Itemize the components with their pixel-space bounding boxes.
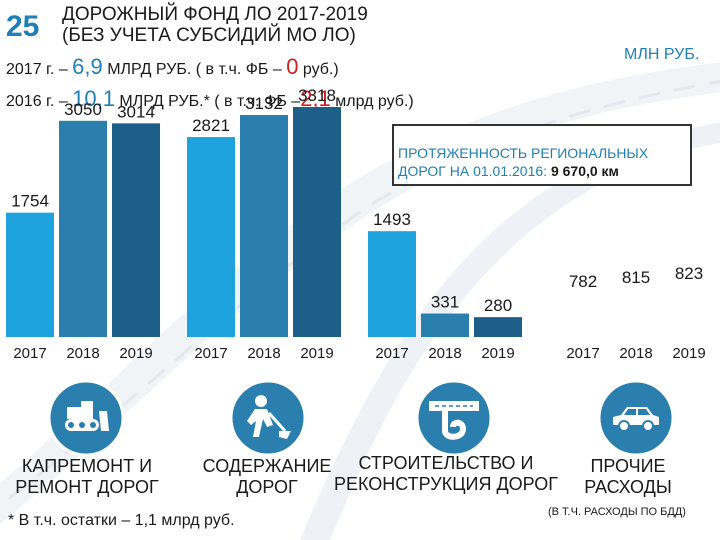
bulldozer-icon — [47, 379, 125, 457]
info-2017-mid: МЛРД РУБ. ( в т.ч. ФБ – — [102, 61, 287, 78]
sector-label-other: ПРОЧИЕ РАСХОДЫ — [570, 456, 686, 498]
year-tick-label: 2019 — [300, 345, 333, 362]
year-tick-label: 2018 — [247, 345, 280, 362]
value-label: 1754 — [11, 192, 49, 211]
year-tick-label: 2017 — [13, 345, 46, 362]
year-tick-label: 2018 — [428, 345, 461, 362]
info-2017-fb: 0 — [286, 54, 299, 79]
info-2016-fb: 2,1 — [300, 86, 331, 111]
sector-label-repair: КАПРЕМОНТ И РЕМОНТ ДОРОГ — [12, 456, 162, 498]
bar-1-2019 — [293, 107, 341, 337]
sector-label-line: КАПРЕМОНТ И — [21, 456, 153, 476]
road-interchange-icon — [415, 379, 493, 457]
info-2016-amount: 10,1 — [72, 86, 115, 111]
year-tick-label: 2017 — [566, 345, 599, 362]
value-label: 2821 — [192, 116, 230, 135]
bar-0-2019 — [112, 123, 160, 337]
title-line-2: (БЕЗ УЧЕТА СУБСИДИЙ МО ЛО) — [62, 25, 356, 46]
bar-0-2017 — [6, 212, 54, 337]
sector-label-line: РЕКОНСТРУКЦИЯ ДОРОГ — [333, 474, 559, 494]
slide-number: 25 — [6, 10, 40, 43]
callout-line-2-wrap: ДОРОГ НА 01.01.2016: 9 670,0 км — [398, 162, 686, 180]
info-2017-amount: 6,9 — [72, 54, 103, 79]
value-label: 331 — [431, 293, 459, 312]
value-label: 823 — [675, 264, 703, 283]
road-worker-icon — [229, 379, 307, 457]
callout-line-2: ДОРОГ НА 01.01.2016: — [398, 163, 548, 179]
value-label: 782 — [569, 272, 597, 291]
title-line-1: ДОРОЖНЫЙ ФОНД ЛО 2017-2019 — [62, 4, 368, 25]
info-2016: 2016 г. – 10,1 МЛРД РУБ.* ( в т.ч. ФБ –2… — [6, 86, 414, 112]
sector-label-construction: СТРОИТЕЛЬСТВО И РЕКОНСТРУКЦИЯ ДОРОГ — [330, 453, 562, 495]
info-2017: 2017 г. – 6,9 МЛРД РУБ. ( в т.ч. ФБ – 0 … — [6, 54, 339, 80]
bar-2-2018 — [421, 313, 469, 337]
value-label: 815 — [622, 268, 650, 287]
road-length-callout: ПРОТЯЖЕННОСТЬ РЕГИОНАЛЬНЫХ ДОРОГ НА 01.0… — [392, 124, 692, 186]
info-2016-suffix: млрд руб.) — [330, 93, 414, 110]
bar-2-2017 — [368, 231, 416, 337]
value-label: 3014 — [117, 102, 155, 121]
info-2016-mid: МЛРД РУБ.* ( в т.ч. ФБ – — [114, 93, 301, 110]
info-2017-prefix: 2017 г. – — [6, 61, 73, 78]
year-tick-label: 2019 — [481, 345, 514, 362]
bar-2-2019 — [474, 317, 522, 337]
year-tick-label: 2017 — [375, 345, 408, 362]
year-tick-label: 2017 — [194, 345, 227, 362]
units-label: МЛН РУБ. — [624, 46, 700, 63]
year-tick-label: 2019 — [672, 345, 705, 362]
bar-1-2018 — [240, 114, 288, 338]
info-2016-prefix: 2016 г. – — [6, 93, 73, 110]
sector-label-line: РЕМОНТ ДОРОГ — [15, 477, 159, 497]
sector-label-line: ДОРОГ — [236, 477, 298, 497]
value-label: 3318 — [298, 86, 336, 105]
value-label: 3050 — [64, 100, 102, 119]
year-tick-label: 2019 — [119, 345, 152, 362]
other-expenses-note: (В Т.Ч. РАСХОДЫ ПО БДД) — [548, 506, 686, 518]
value-label: 280 — [484, 296, 512, 315]
footnote: * В т.ч. остатки – 1,1 млрд руб. — [8, 512, 235, 529]
sector-label-maintenance: СОДЕРЖАНИЕ ДОРОГ — [194, 456, 340, 498]
sector-label-line: РАСХОДЫ — [584, 477, 672, 497]
callout-line-1: ПРОТЯЖЕННОСТЬ РЕГИОНАЛЬНЫХ — [398, 145, 649, 161]
bar-1-2017 — [187, 137, 235, 337]
car-icon — [597, 379, 675, 457]
sector-label-line: СОДЕРЖАНИЕ — [202, 456, 332, 476]
year-tick-label: 2018 — [619, 345, 652, 362]
value-label: 1493 — [373, 210, 411, 229]
sector-label-line: СТРОИТЕЛЬСТВО И — [358, 453, 534, 473]
value-label: 3132 — [245, 94, 283, 113]
bar-0-2018 — [59, 120, 107, 337]
year-tick-label: 2018 — [66, 345, 99, 362]
callout-value: 9 670,0 км — [550, 163, 619, 179]
info-2017-suffix: руб.) — [298, 61, 339, 78]
page-title: ДОРОЖНЫЙ ФОНД ЛО 2017-2019 (БЕЗ УЧЕТА СУ… — [62, 4, 368, 46]
sector-label-line: ПРОЧИЕ — [590, 456, 666, 476]
